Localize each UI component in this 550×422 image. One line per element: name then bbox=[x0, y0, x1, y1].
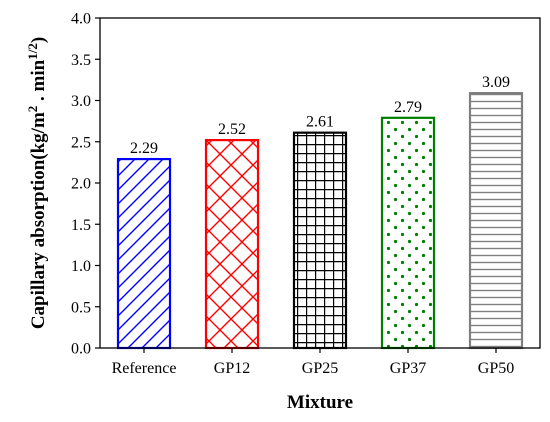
y-tick-label: 2.0 bbox=[71, 176, 91, 193]
bar-gp37 bbox=[380, 116, 436, 350]
y-tick-label: 3.5 bbox=[71, 52, 91, 69]
x-tick-label-gp12: GP12 bbox=[214, 360, 250, 377]
value-label-gp12: 2.52 bbox=[218, 121, 246, 138]
value-label-gp37: 2.79 bbox=[394, 99, 422, 116]
y-tick-label: 3.0 bbox=[71, 93, 91, 110]
value-label-gp25: 2.61 bbox=[306, 114, 334, 131]
bar-gp12 bbox=[204, 139, 260, 350]
y-axis-title-end: ) bbox=[28, 37, 49, 43]
x-axis-title: Mixture bbox=[287, 392, 353, 413]
bar-gp25 bbox=[292, 131, 348, 350]
x-tick-label-gp37: GP37 bbox=[390, 360, 426, 377]
y-tick-label: 1.0 bbox=[71, 258, 91, 275]
y-axis-title-middle: . min bbox=[28, 59, 49, 105]
bars-layer bbox=[116, 91, 524, 350]
x-axis: Reference GP12 GP25 GP37 GP50 bbox=[112, 348, 514, 377]
y-tick-label: 2.5 bbox=[71, 134, 91, 151]
y-tick-label: 4.0 bbox=[71, 11, 91, 28]
bar-reference bbox=[116, 157, 172, 350]
y-tick-label: 0.0 bbox=[71, 341, 91, 358]
y-axis: 0.0 0.5 1.0 1.5 2.0 2.5 3.0 3.5 4.0 bbox=[71, 11, 100, 358]
x-tick-label-reference: Reference bbox=[112, 360, 177, 377]
y-axis-title: Capillary absorption(kg/m2 . min1/2) bbox=[25, 37, 50, 329]
y-axis-title-main: Capillary absorption(kg/m bbox=[28, 112, 49, 329]
value-label-reference: 2.29 bbox=[130, 140, 158, 157]
bar-gp50 bbox=[468, 91, 524, 350]
value-labels-layer: 2.29 2.52 2.61 2.79 3.09 bbox=[130, 74, 510, 157]
y-axis-title-superscript-1: 2 bbox=[25, 106, 40, 113]
value-label-gp50: 3.09 bbox=[482, 74, 510, 91]
y-tick-label: 0.5 bbox=[71, 299, 91, 316]
x-tick-label-gp25: GP25 bbox=[302, 360, 338, 377]
y-axis-title-superscript-2: 1/2 bbox=[25, 43, 40, 60]
x-tick-label-gp50: GP50 bbox=[478, 360, 514, 377]
y-tick-label: 1.5 bbox=[71, 217, 91, 234]
